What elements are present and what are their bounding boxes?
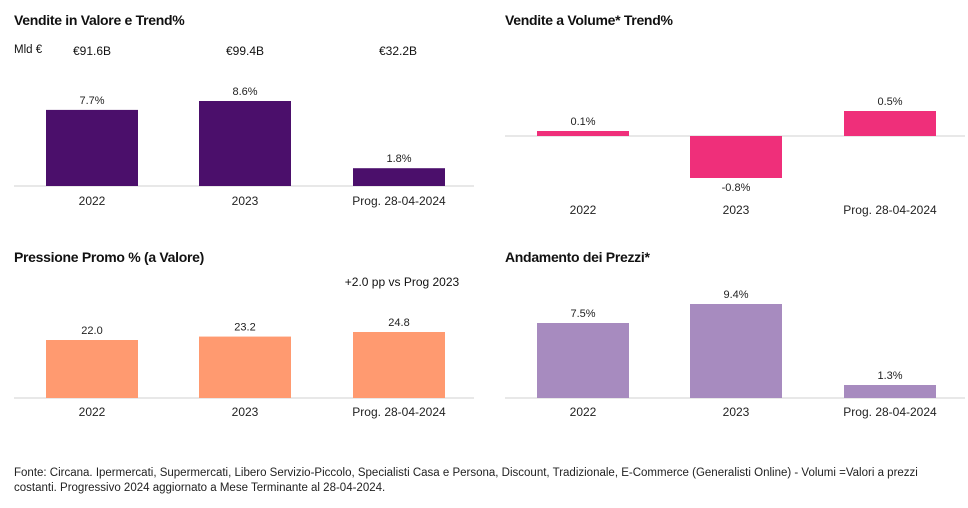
bar-3-prog-28-04-2024 (844, 385, 936, 398)
category-label-3-2023: 2023 (723, 405, 750, 419)
data-label-1-2022: 0.1% (570, 116, 595, 128)
data-label-3-prog-28-04-2024: 1.3% (877, 370, 902, 382)
bar-1-2023 (690, 136, 782, 178)
bar-1-2022 (537, 131, 629, 136)
category-label-0-prog-28-04-2024: Prog. 28-04-2024 (352, 194, 446, 208)
data-label-0-2022: 7.7% (79, 95, 104, 107)
data-label-0-prog-28-04-2024: 1.8% (386, 153, 411, 165)
header-value-2023: €99.4B (225, 44, 265, 58)
unit-label: Mld € (14, 44, 43, 56)
header-value-2022: €91.6B (72, 44, 112, 58)
bar-0-2023 (199, 101, 291, 186)
data-label-1-2023: -0.8% (722, 182, 751, 194)
category-label-1-2023: 2023 (723, 203, 750, 217)
promo-note: +2.0 pp vs Prog 2023 (344, 275, 460, 289)
bar-0-prog-28-04-2024 (353, 168, 445, 186)
category-label-2-2023: 2023 (232, 405, 259, 419)
data-label-2-2022: 22.0 (81, 325, 102, 337)
data-label-3-2023: 9.4% (723, 289, 748, 301)
header-value-prog-2024: €32.2B (378, 44, 418, 58)
category-label-2-2022: 2022 (79, 405, 106, 419)
category-label-0-2022: 2022 (79, 194, 106, 208)
bar-1-prog-28-04-2024 (844, 111, 936, 136)
data-label-3-2022: 7.5% (570, 308, 595, 320)
data-label-2-prog-28-04-2024: 24.8 (388, 317, 409, 329)
title-pressione-promo: Pressione Promo % (a Valore) (14, 249, 205, 265)
category-label-0-2023: 2023 (232, 194, 259, 208)
category-label-1-prog-28-04-2024: Prog. 28-04-2024 (843, 203, 937, 217)
data-label-2-2023: 23.2 (234, 322, 255, 334)
title-andamento-prezzi: Andamento dei Prezzi* (505, 249, 650, 265)
bar-2-2023 (199, 336, 291, 398)
footer-source-note: Fonte: Circana. Ipermercati, Supermercat… (14, 467, 918, 494)
bar-2-2022 (46, 340, 138, 398)
data-label-1-prog-28-04-2024: 0.5% (877, 96, 902, 108)
category-label-2-prog-28-04-2024: Prog. 28-04-2024 (352, 405, 446, 419)
bar-3-2023 (690, 304, 782, 398)
title-vendite-volume: Vendite a Volume* Trend% (505, 12, 673, 28)
bar-0-2022 (46, 109, 138, 186)
bar-2-prog-28-04-2024 (353, 332, 445, 398)
category-label-3-prog-28-04-2024: Prog. 28-04-2024 (843, 405, 937, 419)
category-label-3-2022: 2022 (570, 405, 597, 419)
title-vendite-valore: Vendite in Valore e Trend% (14, 12, 185, 28)
bar-3-2022 (537, 323, 629, 398)
category-label-1-2022: 2022 (570, 203, 597, 217)
data-label-0-2023: 8.6% (232, 86, 257, 98)
